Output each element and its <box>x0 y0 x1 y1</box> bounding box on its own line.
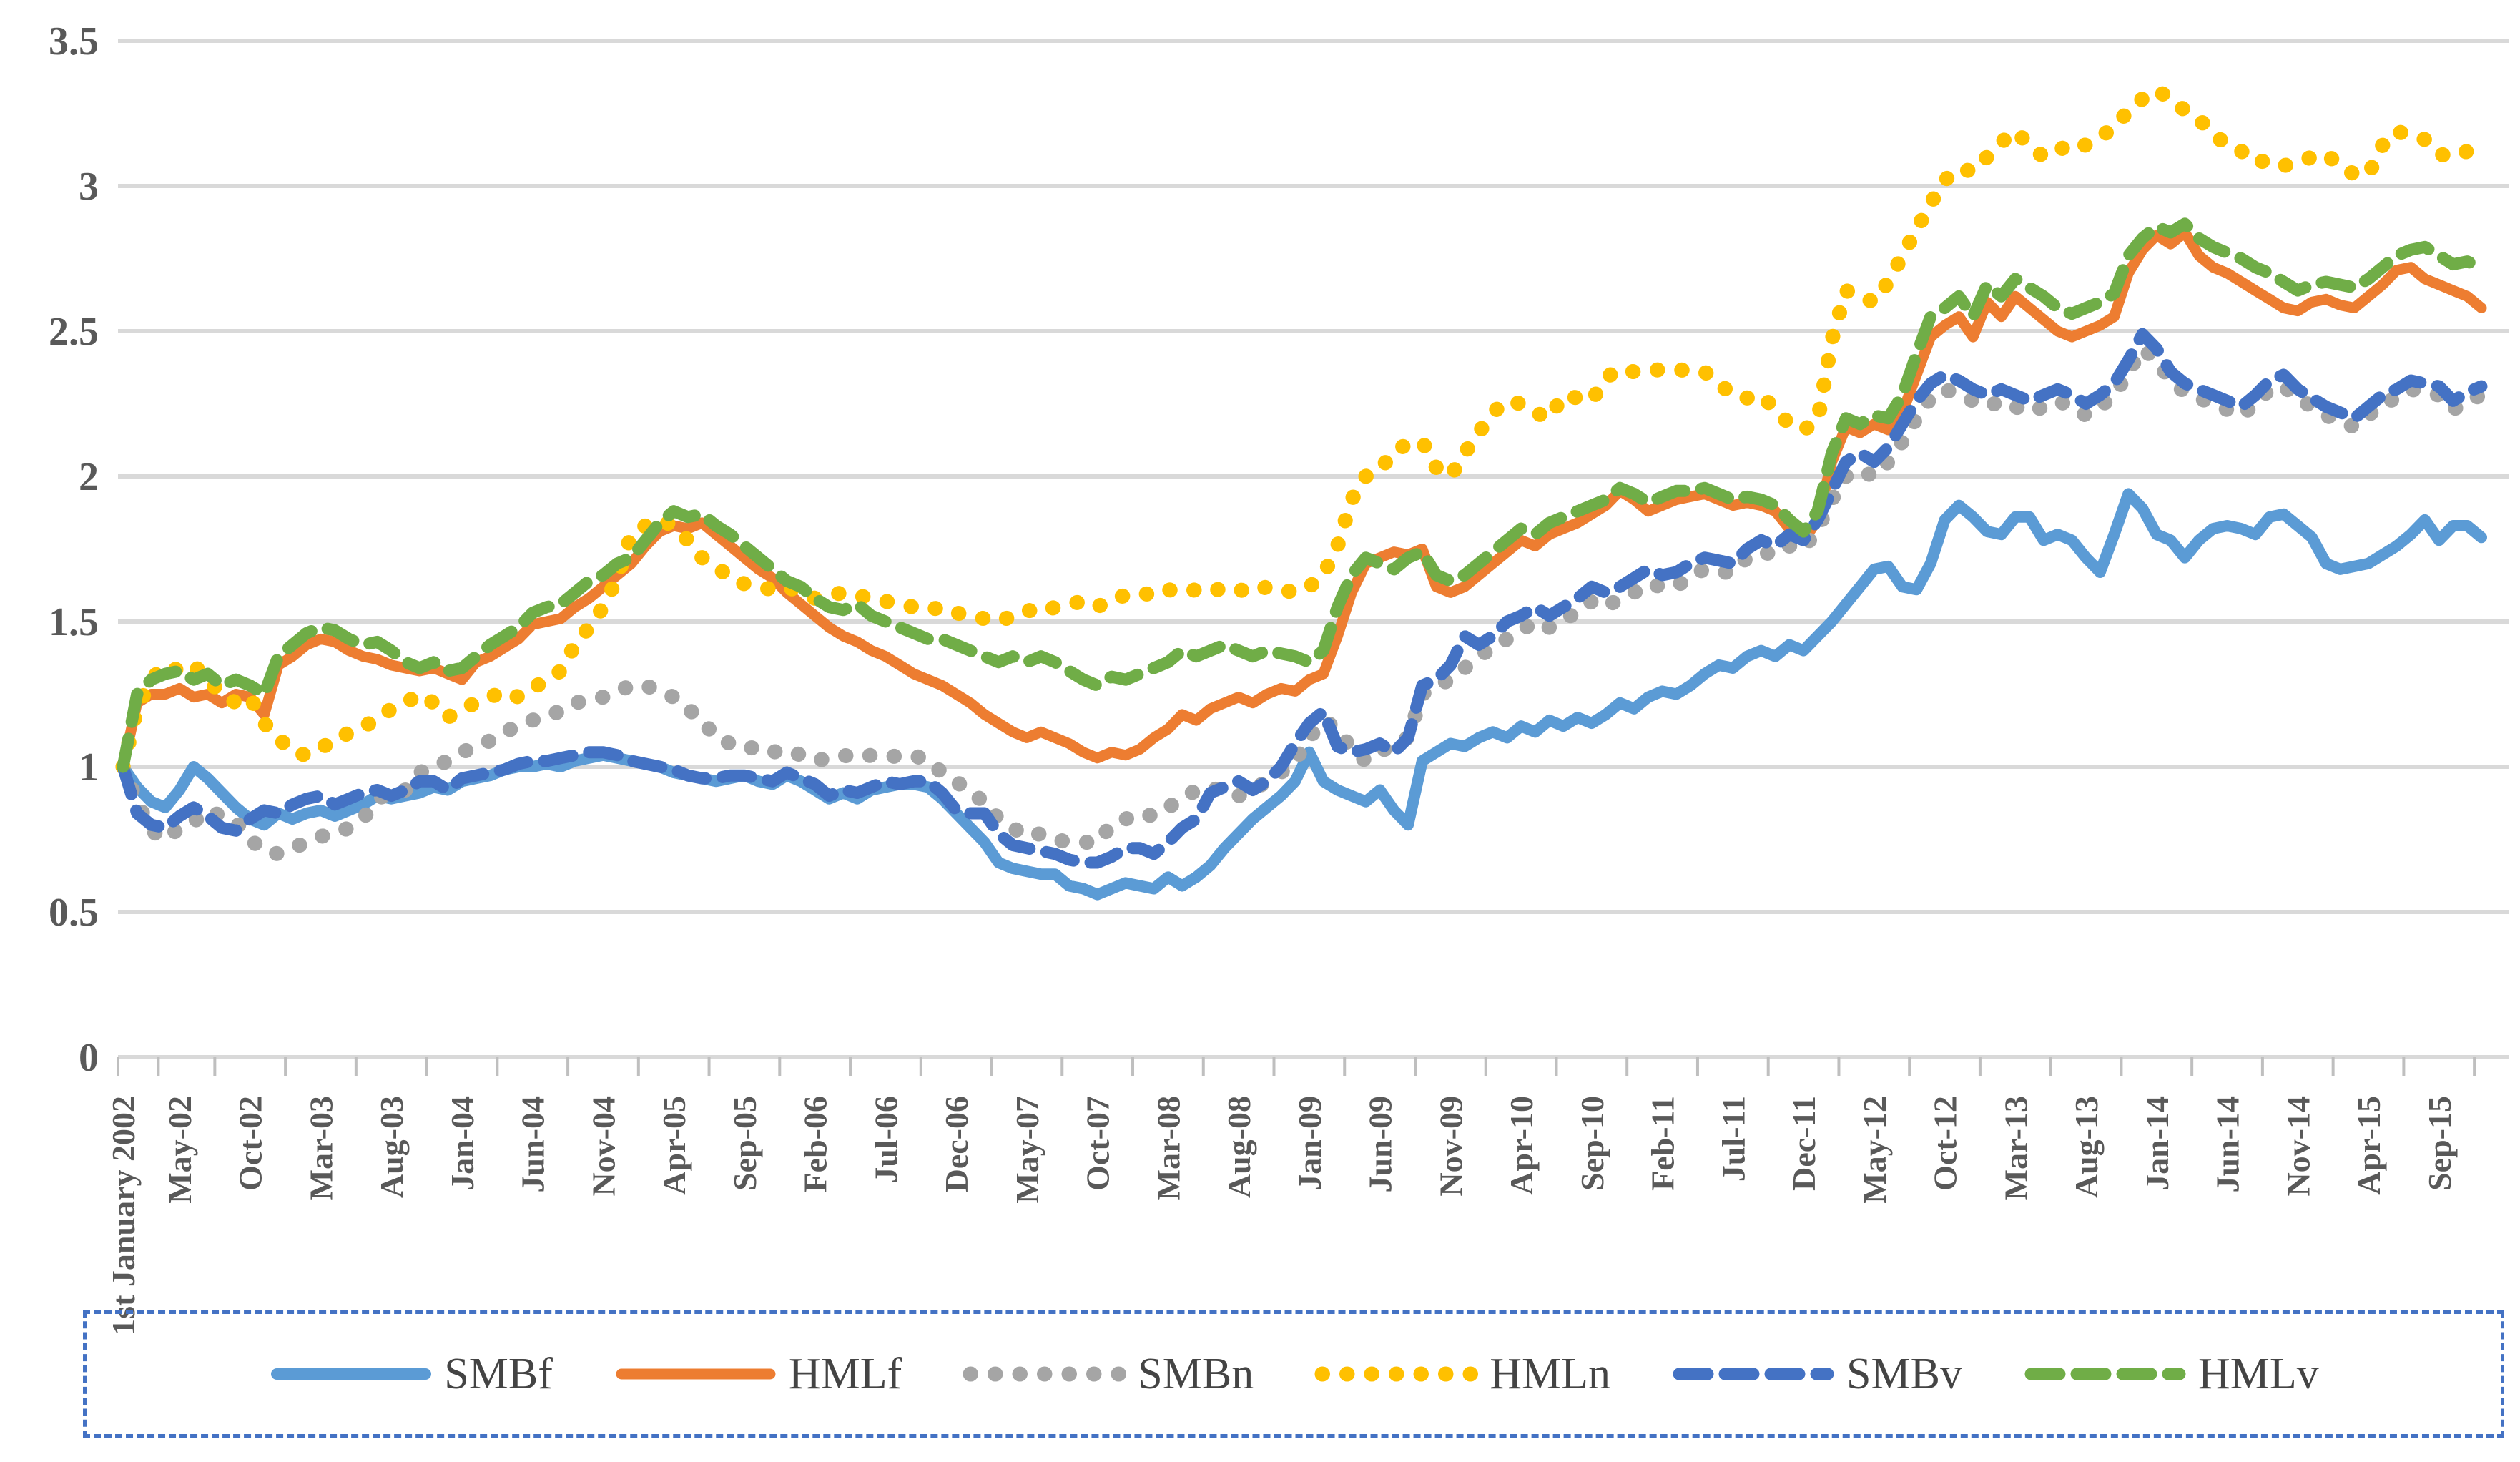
x-axis-label: Apr-15 <box>2351 1096 2387 1195</box>
x-axis-label: Sep-05 <box>727 1096 763 1191</box>
x-axis-label: Oct-02 <box>232 1096 269 1191</box>
x-axis-label: Apr-10 <box>1503 1096 1540 1195</box>
x-axis-label: May-07 <box>1009 1096 1045 1204</box>
y-axis-label: 3.5 <box>49 19 99 64</box>
x-axis-label: Sep-10 <box>1574 1096 1610 1191</box>
legend-label: SMBv <box>1846 1349 1962 1398</box>
chart-legend: SMBf HMLf SMBn HMLn SMBv HMLv <box>83 1310 2504 1438</box>
y-axis-label: 3 <box>79 165 99 209</box>
legend-sample-HMLv <box>2024 1368 2186 1380</box>
x-axis-label: Aug-13 <box>2068 1096 2105 1198</box>
x-axis-label: Nov-09 <box>1432 1096 1469 1197</box>
legend-entry-HMLn: HMLn <box>1314 1349 1610 1400</box>
y-axis-label: 1 <box>79 745 99 790</box>
x-axis-label: Oct-07 <box>1080 1096 1116 1191</box>
y-axis-label: 1.5 <box>49 600 99 644</box>
y-axis-label: 2.5 <box>49 310 99 354</box>
series-line-HMLv <box>117 217 2488 773</box>
x-axis-label: Apr-05 <box>656 1096 692 1195</box>
x-axis-label: Aug-03 <box>373 1096 410 1198</box>
series-line-SMBn <box>115 340 2489 862</box>
x-axis-label: Jun-04 <box>515 1096 551 1192</box>
x-axis-label: Jun-09 <box>1362 1096 1399 1192</box>
x-axis-label: Nov-04 <box>585 1096 621 1197</box>
series-line-HMLf <box>117 227 2487 772</box>
legend-entry-SMBv: SMBv <box>1670 1349 1962 1400</box>
legend-sample-HMLn <box>1314 1366 1479 1382</box>
legend-label: SMBn <box>1138 1349 1254 1398</box>
x-axis-label: May-02 <box>162 1096 198 1204</box>
series-line-SMBf <box>117 488 2487 901</box>
legend-label: HMLf <box>788 1349 902 1398</box>
x-axis-label: Oct-12 <box>1927 1096 1964 1191</box>
series-line-HMLn <box>115 82 2489 775</box>
legend-label: HMLv <box>2197 1349 2319 1398</box>
x-axis-label: Mar-13 <box>1997 1096 2034 1200</box>
legend-sample-SMBn <box>963 1366 1127 1382</box>
legend-entry-SMBn: SMBn <box>962 1349 1254 1400</box>
x-axis-label: Jul-06 <box>867 1096 904 1184</box>
x-axis-label: Jan-04 <box>444 1096 481 1191</box>
x-axis-label: Feb-06 <box>797 1096 834 1192</box>
legend-sample-SMBv <box>1673 1368 1834 1380</box>
x-axis-label: Nov-14 <box>2280 1096 2316 1197</box>
legend-entry-HMLv: HMLv <box>2022 1349 2319 1400</box>
x-axis-label: Dec-06 <box>938 1096 975 1192</box>
legend-entry-SMBf: SMBf <box>268 1349 553 1400</box>
x-axis-label: May-12 <box>1856 1096 1893 1204</box>
x-axis-label: Mar-08 <box>1150 1096 1186 1200</box>
x-axis-label: Aug-08 <box>1221 1096 1257 1198</box>
legend-entry-HMLf: HMLf <box>613 1349 902 1400</box>
legend-label: HMLn <box>1490 1349 1611 1398</box>
legend-sample-SMBf <box>271 1368 432 1380</box>
x-axis-label: Dec-11 <box>1786 1096 1822 1191</box>
x-axis-label: Jan-14 <box>2139 1096 2175 1191</box>
x-axis-label: Jul-11 <box>1715 1096 1751 1182</box>
x-axis-label: Jan-09 <box>1291 1096 1328 1191</box>
x-axis-label: Feb-11 <box>1645 1096 1681 1191</box>
legend-sample-HMLf <box>616 1368 776 1380</box>
y-axis-label: 0.5 <box>49 891 99 935</box>
x-axis-label: 1st January 2002 <box>105 1096 142 1335</box>
x-axis-label: Sep-15 <box>2421 1096 2458 1191</box>
series-line-SMBv <box>117 328 2488 869</box>
x-axis-label: Jun-14 <box>2210 1096 2246 1192</box>
y-axis-label: 2 <box>79 455 99 499</box>
legend-label: SMBf <box>444 1349 553 1398</box>
x-axis-label: Mar-03 <box>302 1096 339 1200</box>
y-axis-label: 0 <box>79 1036 99 1080</box>
